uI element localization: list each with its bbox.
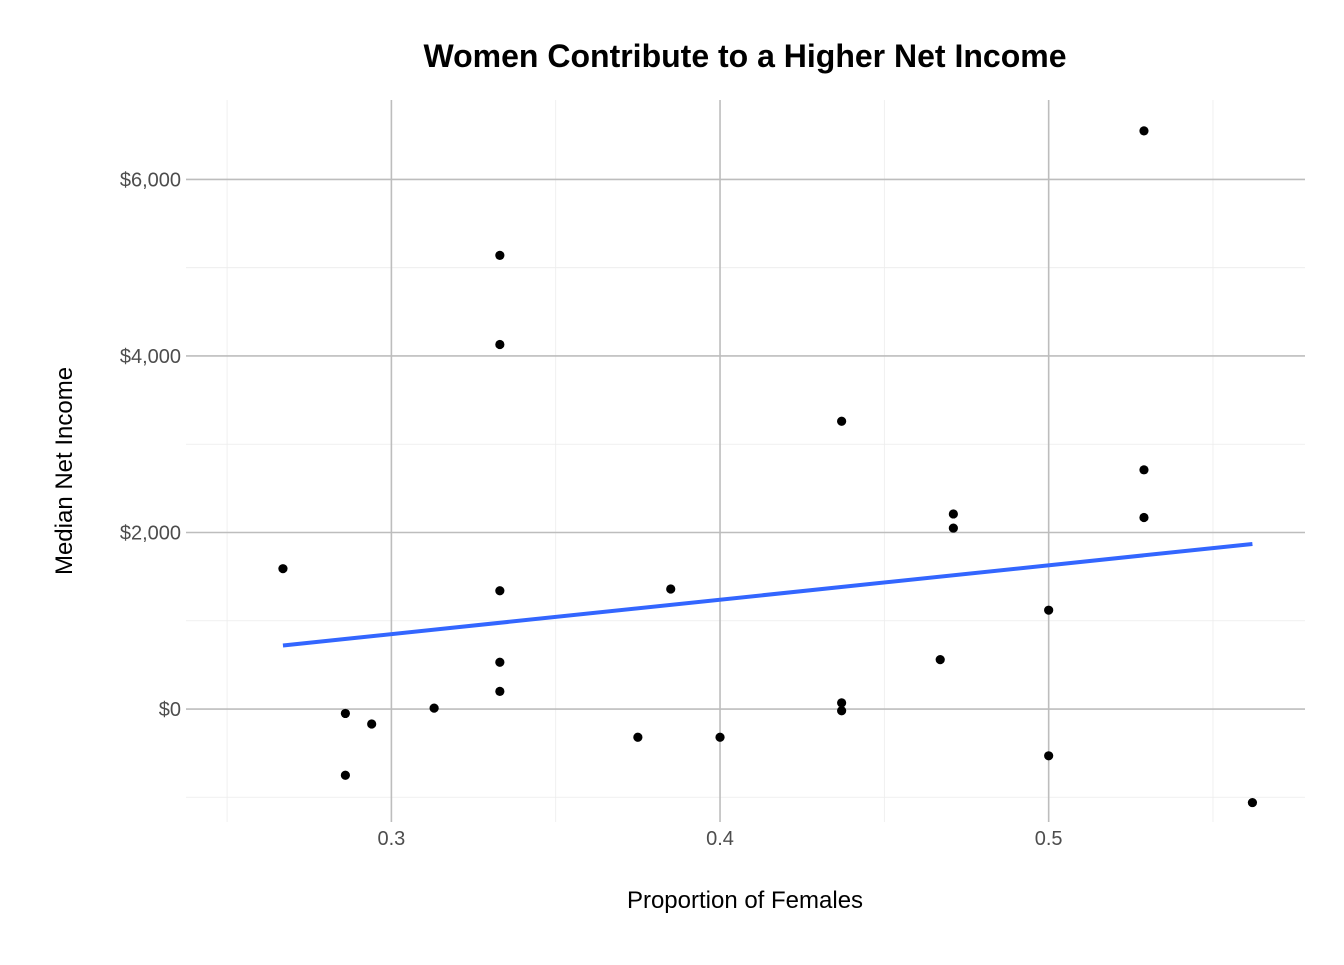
x-tick-label: 0.5 <box>1035 828 1063 850</box>
data-point <box>495 586 505 596</box>
data-point <box>495 339 505 350</box>
data-point <box>948 509 958 519</box>
data-point <box>367 719 377 729</box>
data-point <box>1139 465 1149 475</box>
y-axis-title: Median Net Income <box>51 367 78 575</box>
y-tick-label: $6,000 <box>120 169 181 191</box>
chart-title: Women Contribute to a Higher Net Income <box>424 38 1067 74</box>
data-point <box>837 416 847 426</box>
points-layer <box>278 126 1258 808</box>
y-tick-label: $2,000 <box>120 522 181 544</box>
data-point <box>666 584 676 594</box>
data-point <box>1044 751 1054 761</box>
data-point <box>935 654 945 665</box>
data-point <box>715 732 725 742</box>
data-point <box>340 708 350 719</box>
data-point <box>1139 126 1149 136</box>
data-point <box>278 564 288 574</box>
data-point <box>948 523 958 533</box>
data-point <box>495 250 505 260</box>
x-tick-label: 0.3 <box>377 828 405 850</box>
data-point <box>837 706 847 716</box>
x-tick-labels: 0.3 0.4 0.5 <box>377 828 1062 850</box>
y-tick-label: $4,000 <box>120 346 181 368</box>
data-point <box>495 686 505 696</box>
major-gridlines <box>186 100 1305 822</box>
trend-line <box>282 541 1253 648</box>
x-tick-label: 0.4 <box>706 828 734 850</box>
trend-layer <box>282 541 1253 648</box>
data-point <box>495 657 505 667</box>
x-axis-title: Proportion of Females <box>627 887 863 914</box>
data-point <box>837 698 847 708</box>
data-point <box>340 770 350 780</box>
y-tick-labels: $0 $2,000 $4,000 $6,000 <box>120 169 181 721</box>
data-point <box>633 732 643 742</box>
data-point <box>1044 605 1054 615</box>
y-tick-label: $0 <box>159 699 181 721</box>
minor-gridlines <box>186 100 1305 822</box>
data-point <box>1247 797 1258 808</box>
data-point <box>1139 512 1149 523</box>
data-point <box>429 703 439 713</box>
